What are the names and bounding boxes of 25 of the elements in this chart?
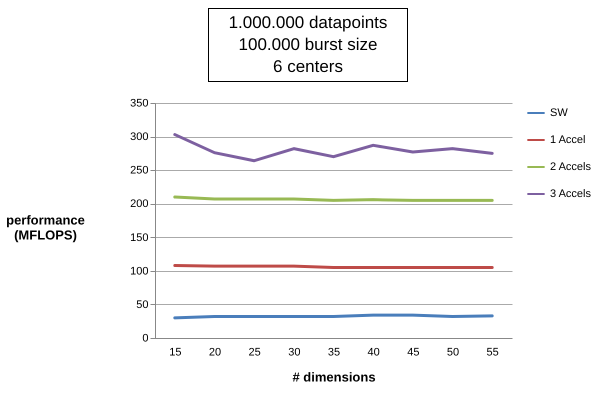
x-tick-label: 45: [407, 346, 420, 358]
x-tick-label: 25: [248, 346, 261, 358]
x-tick-label: 20: [208, 346, 222, 358]
y-tick-label: 0: [142, 332, 148, 344]
x-tick-label: 50: [446, 346, 460, 358]
y-axis-title: performance (MFLOPS): [6, 212, 85, 242]
y-tick-label: 350: [130, 98, 148, 110]
chart-title: 1.000.000 datapoints 100.000 burst size 6 centers: [208, 8, 408, 82]
legend-label: SW: [550, 107, 568, 119]
y-tick-label: 250: [130, 164, 148, 177]
legend-label: 2 Accels: [550, 161, 592, 173]
x-tick-label: 40: [368, 346, 380, 358]
y-tick-label: 150: [130, 232, 148, 244]
y-tick-label: 100: [130, 265, 148, 278]
y-tick-label: 300: [130, 131, 148, 144]
x-tick-label: 15: [169, 346, 182, 358]
line-series: [173, 133, 494, 162]
legend-label: 3 Accels: [550, 188, 592, 200]
x-axis-title: # dimensions: [292, 370, 376, 384]
x-tick-label: 35: [328, 346, 340, 358]
legend-label: 1 Accel: [550, 134, 586, 146]
y-tick-label: 200: [130, 198, 148, 210]
x-tick-label: 30: [288, 346, 300, 358]
x-tick-label: 55: [486, 346, 499, 358]
y-tick-label: 50: [136, 298, 148, 311]
